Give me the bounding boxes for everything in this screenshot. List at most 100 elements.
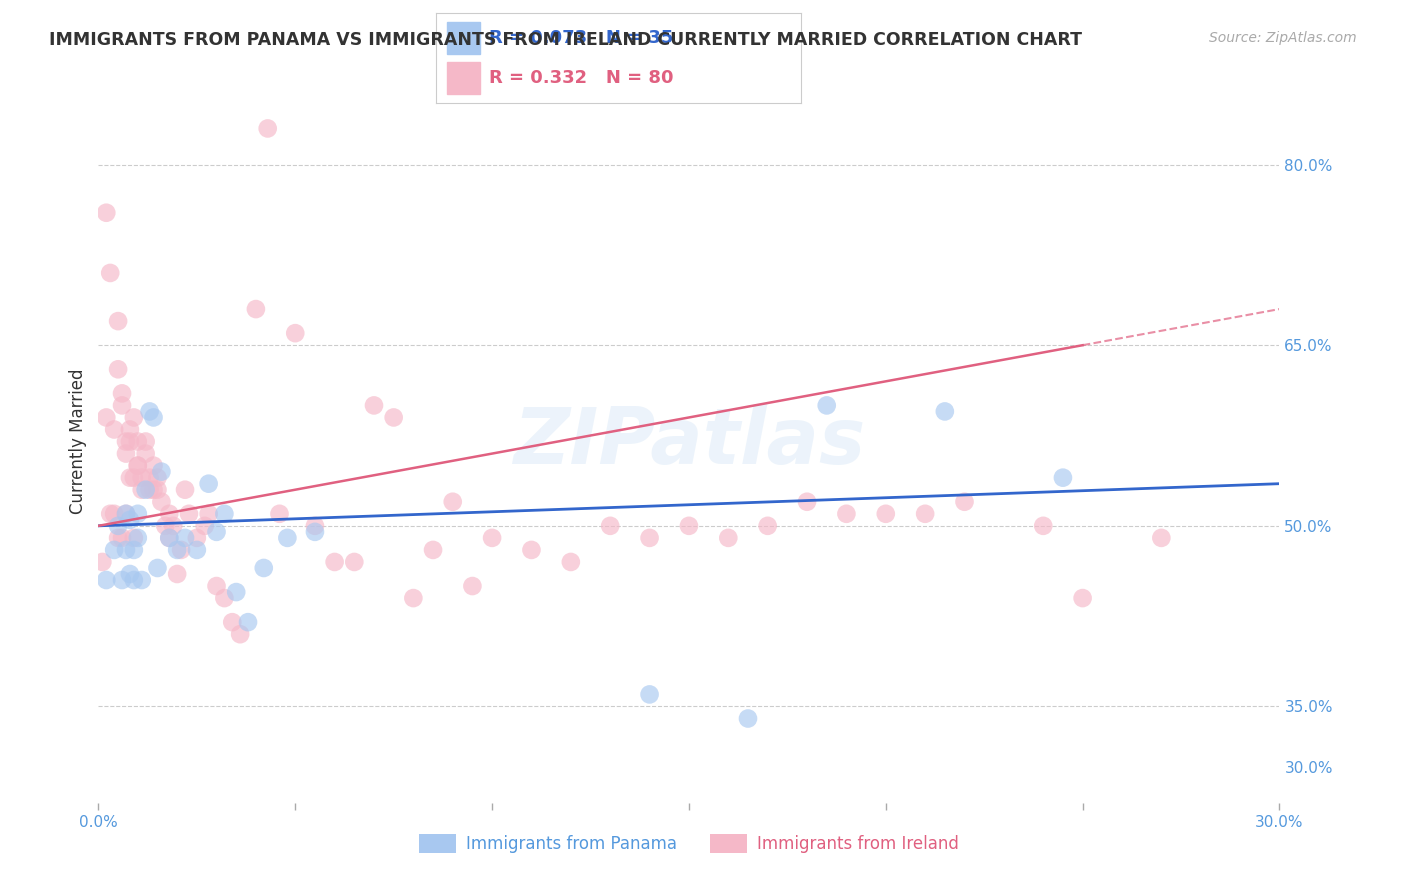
Point bbox=[382, 410, 405, 425]
Point bbox=[107, 531, 129, 545]
Point bbox=[122, 410, 145, 425]
Point bbox=[166, 542, 188, 557]
Point bbox=[245, 301, 267, 316]
Point bbox=[135, 446, 157, 460]
Point bbox=[103, 507, 125, 521]
Point bbox=[127, 434, 149, 449]
Point bbox=[115, 434, 138, 449]
Point bbox=[177, 507, 200, 521]
Point bbox=[225, 585, 247, 599]
Point bbox=[214, 591, 236, 606]
Point bbox=[98, 507, 121, 521]
Point bbox=[111, 386, 134, 401]
Text: R = 0.332   N = 80: R = 0.332 N = 80 bbox=[489, 69, 673, 87]
Point bbox=[118, 434, 141, 449]
Point bbox=[111, 398, 134, 412]
Point bbox=[131, 470, 153, 484]
Point bbox=[115, 507, 138, 521]
Point bbox=[284, 326, 307, 340]
Point bbox=[461, 579, 484, 593]
Point bbox=[304, 524, 326, 539]
Text: R = 0.073   N = 35: R = 0.073 N = 35 bbox=[489, 29, 673, 47]
Point bbox=[157, 531, 180, 545]
Point bbox=[157, 507, 180, 521]
Point bbox=[914, 507, 936, 521]
Point bbox=[402, 591, 425, 606]
Point bbox=[127, 507, 149, 521]
Point bbox=[138, 404, 160, 418]
Point bbox=[599, 518, 621, 533]
Bar bbox=[447, 62, 479, 94]
Point bbox=[127, 458, 149, 473]
Point bbox=[194, 518, 217, 533]
Point bbox=[205, 524, 228, 539]
Bar bbox=[447, 22, 479, 54]
Point bbox=[150, 494, 173, 508]
Point bbox=[1150, 531, 1173, 545]
Y-axis label: Currently Married: Currently Married bbox=[69, 368, 87, 515]
Point bbox=[717, 531, 740, 545]
Point bbox=[122, 573, 145, 587]
Point bbox=[520, 542, 543, 557]
Point bbox=[197, 507, 219, 521]
Point bbox=[481, 531, 503, 545]
Point bbox=[737, 712, 759, 726]
Point bbox=[111, 531, 134, 545]
Point bbox=[142, 410, 165, 425]
Point bbox=[323, 555, 346, 569]
Point bbox=[276, 531, 298, 545]
Point bbox=[107, 362, 129, 376]
Point bbox=[103, 542, 125, 557]
Point bbox=[304, 518, 326, 533]
Point bbox=[205, 579, 228, 593]
Point bbox=[186, 542, 208, 557]
Point bbox=[118, 513, 141, 527]
Point bbox=[146, 561, 169, 575]
Point bbox=[934, 404, 956, 418]
Point bbox=[96, 573, 118, 587]
Point bbox=[229, 627, 252, 641]
Point bbox=[138, 483, 160, 497]
Point bbox=[638, 531, 661, 545]
Point bbox=[214, 507, 236, 521]
Point bbox=[166, 567, 188, 582]
Point bbox=[127, 458, 149, 473]
Point bbox=[103, 422, 125, 436]
Point bbox=[142, 483, 165, 497]
Point bbox=[96, 205, 118, 219]
Point bbox=[111, 573, 134, 587]
Point bbox=[131, 483, 153, 497]
Point bbox=[875, 507, 897, 521]
Text: ZIPatlas: ZIPatlas bbox=[513, 403, 865, 480]
Legend: Immigrants from Panama, Immigrants from Ireland: Immigrants from Panama, Immigrants from … bbox=[412, 827, 966, 860]
Point bbox=[1032, 518, 1054, 533]
Point bbox=[122, 470, 145, 484]
Point bbox=[122, 542, 145, 557]
Text: Source: ZipAtlas.com: Source: ZipAtlas.com bbox=[1209, 31, 1357, 45]
Point bbox=[115, 542, 138, 557]
Point bbox=[170, 542, 193, 557]
Text: IMMIGRANTS FROM PANAMA VS IMMIGRANTS FROM IRELAND CURRENTLY MARRIED CORRELATION : IMMIGRANTS FROM PANAMA VS IMMIGRANTS FRO… bbox=[49, 31, 1083, 49]
Point bbox=[1052, 470, 1074, 484]
Point bbox=[638, 687, 661, 701]
Point bbox=[953, 494, 976, 508]
Point bbox=[197, 476, 219, 491]
Point bbox=[107, 518, 129, 533]
Point bbox=[131, 573, 153, 587]
Point bbox=[835, 507, 858, 521]
Point bbox=[142, 458, 165, 473]
Point bbox=[118, 422, 141, 436]
Point bbox=[269, 507, 291, 521]
Point bbox=[155, 518, 177, 533]
Point bbox=[150, 465, 173, 479]
Point bbox=[756, 518, 779, 533]
Point bbox=[107, 314, 129, 328]
Point bbox=[118, 470, 141, 484]
Point bbox=[122, 531, 145, 545]
Point bbox=[115, 507, 138, 521]
Point bbox=[253, 561, 276, 575]
Point bbox=[174, 483, 197, 497]
Point bbox=[221, 615, 243, 630]
Point bbox=[138, 470, 160, 484]
Point bbox=[146, 483, 169, 497]
